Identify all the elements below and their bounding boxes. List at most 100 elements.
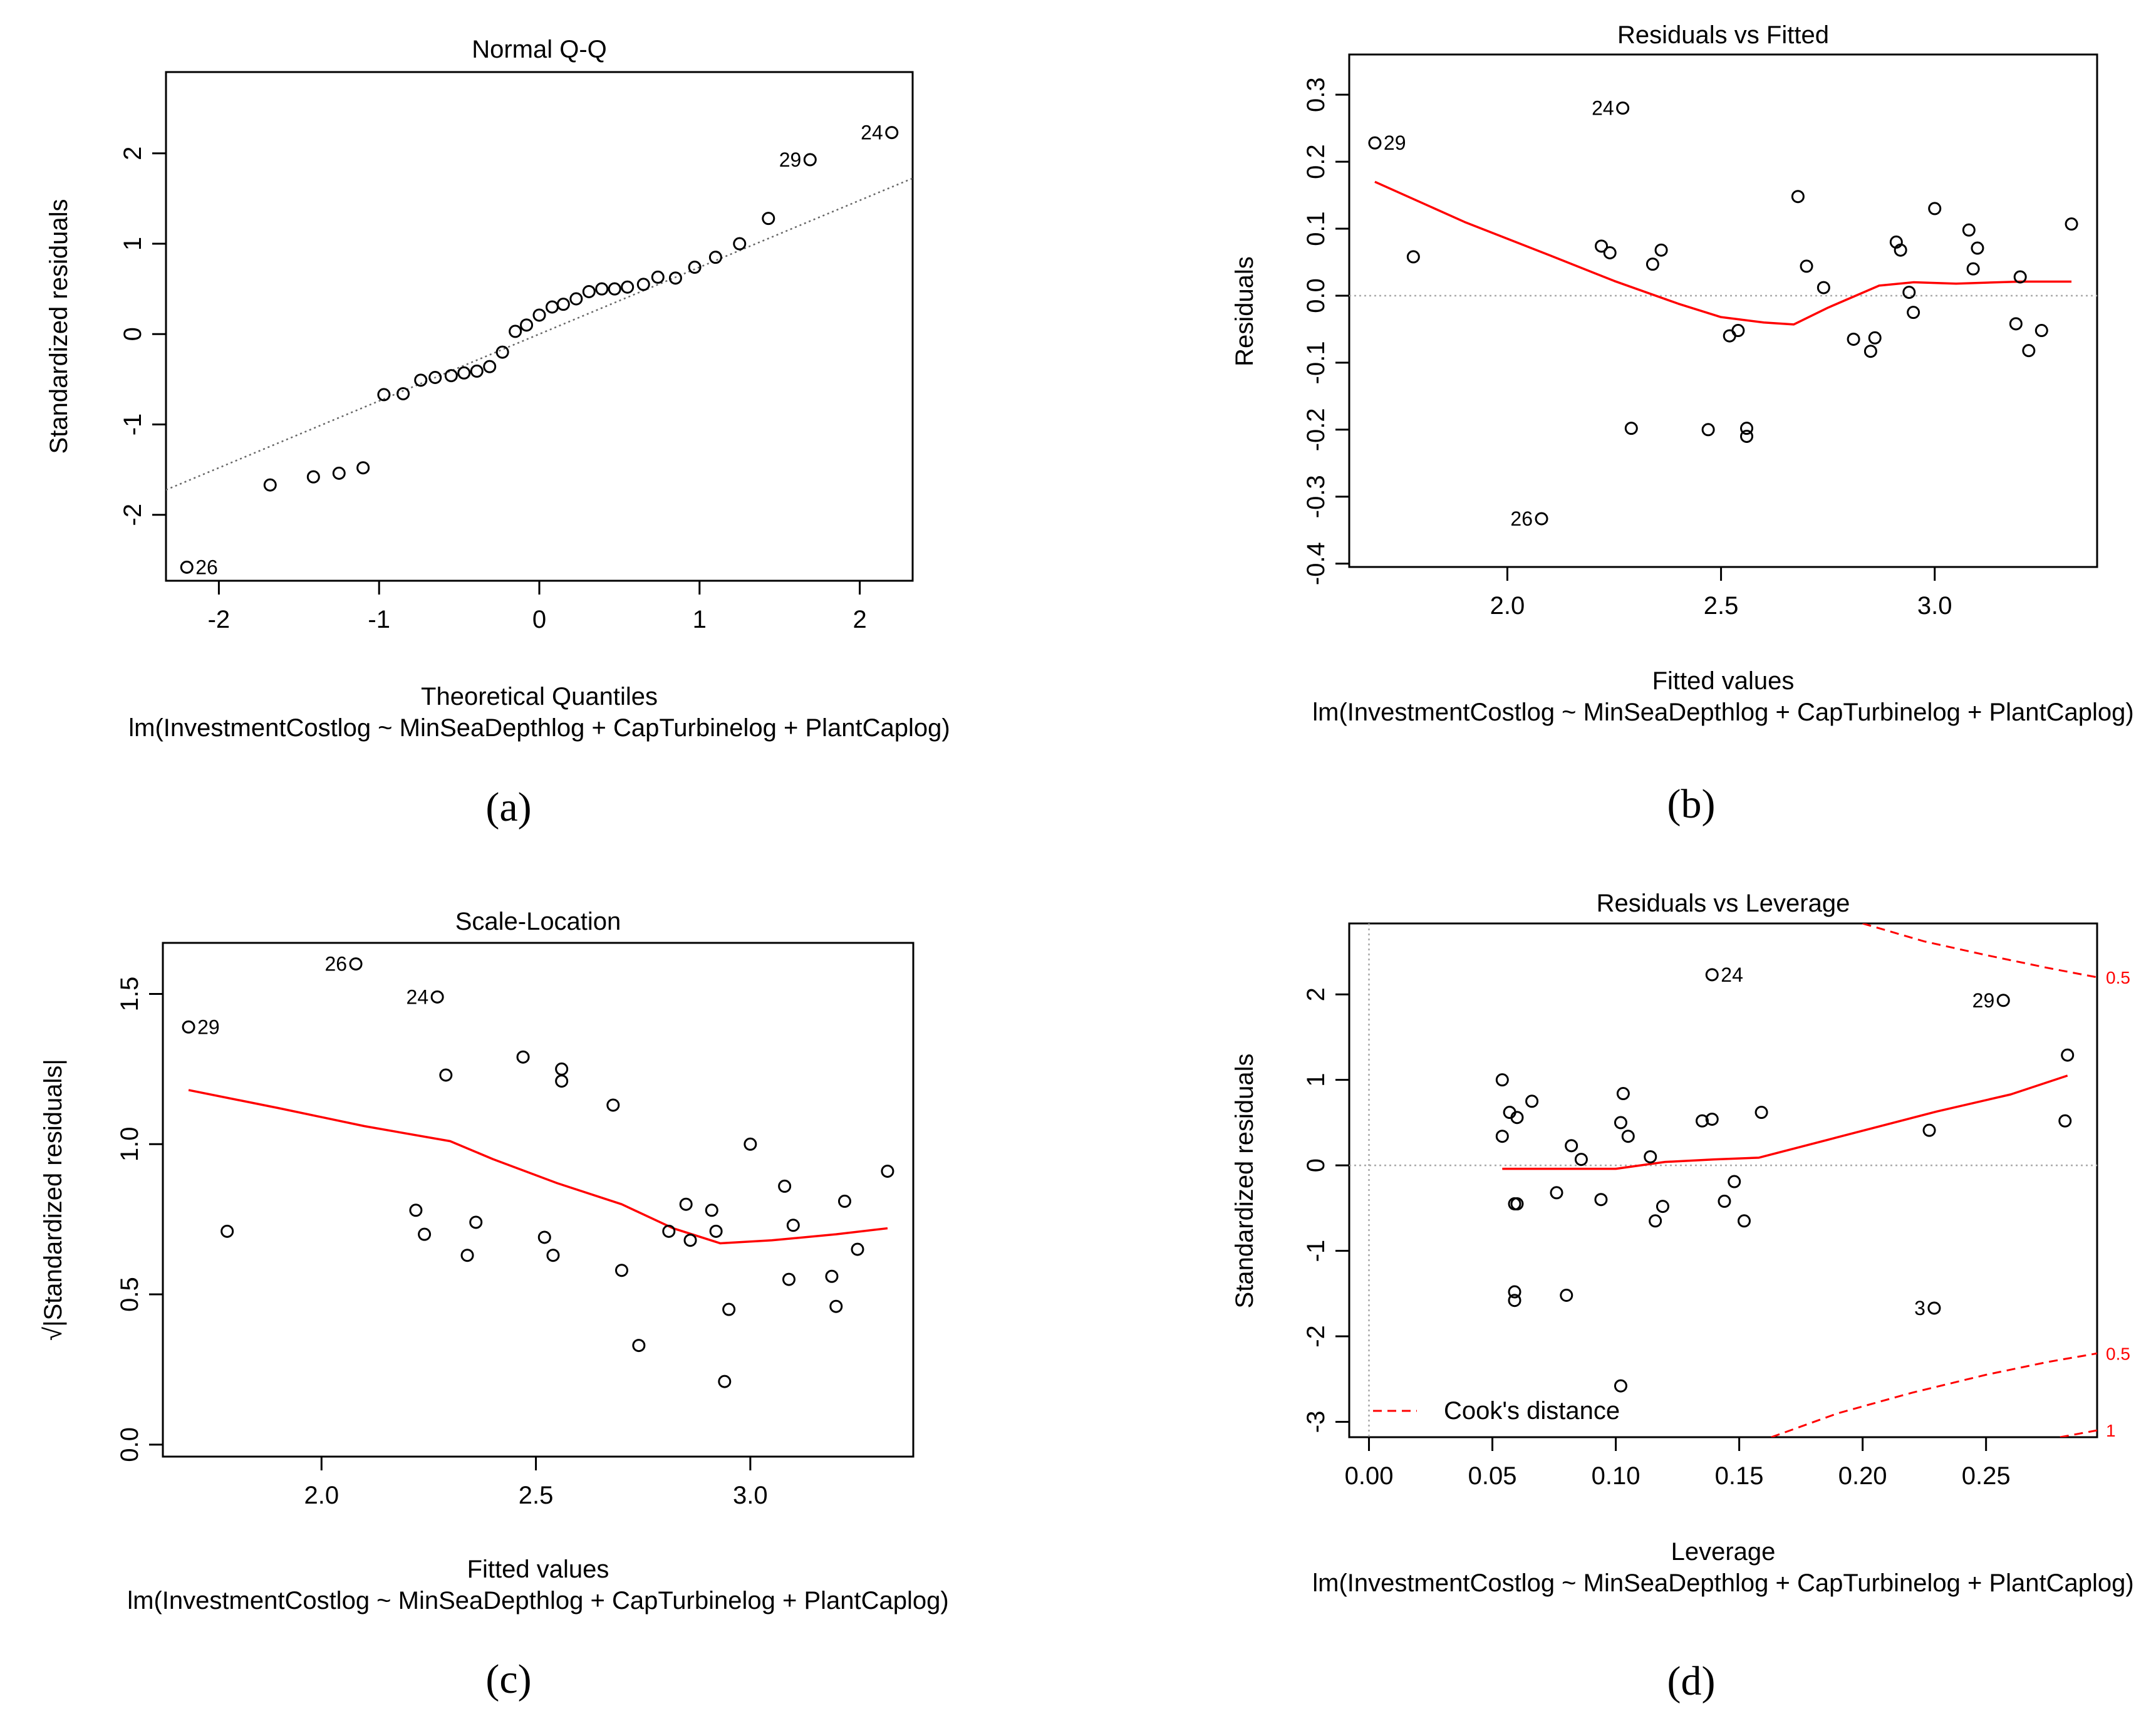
data-point <box>608 282 621 296</box>
x-tick-label: 2.5 <box>1704 592 1739 620</box>
x-tick-label: 0.20 <box>1838 1462 1887 1490</box>
data-point <box>1971 241 1984 255</box>
data-point <box>1728 1175 1741 1188</box>
data-point <box>1902 286 1916 299</box>
y-axis: -0.4 -0.3 -0.2 -0.1 0.0 0.1 0.2 0.3 <box>1302 77 1349 585</box>
plot-lines <box>188 1089 888 1245</box>
data-point <box>2013 270 2027 284</box>
data-point <box>2009 317 2023 331</box>
data-point <box>1800 259 1813 273</box>
point-label-29: 29 <box>779 148 802 171</box>
data-point <box>2022 344 2036 358</box>
data-point <box>1817 281 1830 294</box>
cooks-distance-1-lower <box>2060 1429 2097 1437</box>
panel-a-normal-qq: Normal Q-Q Theoretical Quantiles lm(Inve… <box>45 36 950 830</box>
y-axis: 0.0 0.5 1.0 1.5 <box>116 977 163 1462</box>
x-axis: 2.0 2.5 3.0 <box>1490 567 1952 620</box>
data-point <box>636 278 650 291</box>
panel-title: Residuals vs Leverage <box>1597 890 1850 917</box>
point-label-3: 3 <box>1914 1297 1925 1319</box>
y-tick-label: 1 <box>1302 1073 1330 1087</box>
x-tick-label: 2.0 <box>304 1482 339 1509</box>
data-point <box>1928 202 1942 216</box>
data-point <box>1565 1139 1578 1153</box>
data-point <box>837 1194 851 1208</box>
data-point <box>545 300 559 314</box>
x-tick-label: 3.0 <box>1917 592 1952 620</box>
data-point <box>444 369 458 383</box>
data-point <box>439 1068 453 1082</box>
panel-label: (b) <box>1667 781 1716 827</box>
y-axis: -3 -2 -1 0 1 2 <box>1302 987 1349 1433</box>
x-tick-label: 3.0 <box>733 1482 768 1509</box>
data-point <box>705 1204 718 1217</box>
data-point <box>829 1299 843 1313</box>
data-point <box>1754 1106 1768 1120</box>
plot-frame <box>1348 53 2098 568</box>
data-point <box>1646 257 1659 271</box>
data-points <box>180 126 899 574</box>
data-point <box>744 1137 757 1151</box>
smooth-line <box>188 1089 888 1245</box>
data-point <box>457 366 471 380</box>
y-axis-label: Standardized residuals <box>45 199 73 454</box>
model-formula: lm(InvestmentCostlog ~ MinSeaDepthlog + … <box>127 1587 948 1614</box>
y-tick-label: 1 <box>119 237 147 251</box>
data-point <box>396 387 410 400</box>
data-point <box>1525 1094 1539 1108</box>
y-tick-label: 0.1 <box>1302 211 1330 246</box>
data-point <box>1550 1186 1563 1200</box>
x-tick-label: 2 <box>853 606 866 633</box>
model-formula: lm(InvestmentCostlog ~ MinSeaDepthlog + … <box>1312 699 2133 726</box>
x-tick-label: 0.00 <box>1345 1462 1394 1490</box>
x-axis-label: Theoretical Quantiles <box>421 683 658 710</box>
x-axis: 0.00 0.05 0.10 0.15 0.20 0.25 <box>1345 1437 2011 1490</box>
data-point <box>428 370 442 384</box>
x-tick-label: 0 <box>532 606 546 633</box>
panel-label: (a) <box>485 784 531 830</box>
smooth-line <box>1502 1074 2068 1170</box>
panel-b-residuals-vs-fitted: Residuals vs Fitted Fitted values lm(Inv… <box>1231 21 2134 827</box>
y-tick-label: 0.2 <box>1302 144 1330 179</box>
data-point <box>1495 1073 1509 1087</box>
data-point <box>1701 423 1715 437</box>
y-tick-label: -2 <box>119 504 147 526</box>
data-point <box>349 957 363 971</box>
data-point <box>1621 1130 1635 1143</box>
y-axis-label: Residuals <box>1231 256 1258 367</box>
data-point <box>469 1215 483 1229</box>
data-point <box>460 1249 474 1262</box>
data-point <box>409 1204 423 1217</box>
data-point <box>509 325 522 338</box>
data-point <box>1508 1294 1521 1307</box>
x-tick-label: -2 <box>208 606 231 633</box>
plot-lines <box>1349 923 2097 1437</box>
data-point <box>1595 239 1609 253</box>
data-point <box>606 1098 620 1112</box>
data-point <box>1603 246 1617 260</box>
data-point <box>537 1230 551 1244</box>
smooth-line <box>1374 180 2072 326</box>
data-point <box>555 1062 569 1076</box>
data-point <box>621 280 635 294</box>
data-point <box>2061 1048 2075 1062</box>
data-point <box>1656 1200 1669 1214</box>
data-point <box>662 1224 676 1238</box>
y-axis-label: √|Standardized residuals| <box>39 1059 67 1341</box>
data-point <box>1696 1114 1709 1128</box>
data-point <box>1894 243 1907 257</box>
data-point <box>180 560 194 574</box>
data-point <box>632 1339 646 1353</box>
y-tick-label: 2 <box>119 147 147 160</box>
data-point <box>718 1375 732 1388</box>
data-point <box>495 345 509 359</box>
data-point <box>1740 422 1754 435</box>
data-point <box>651 270 665 284</box>
data-point <box>220 1224 234 1238</box>
data-point <box>306 470 320 484</box>
data-point <box>356 461 370 475</box>
x-tick-label: 2.5 <box>519 1482 554 1509</box>
data-point <box>414 373 428 387</box>
data-point <box>2058 1114 2072 1128</box>
data-point <box>520 318 534 332</box>
